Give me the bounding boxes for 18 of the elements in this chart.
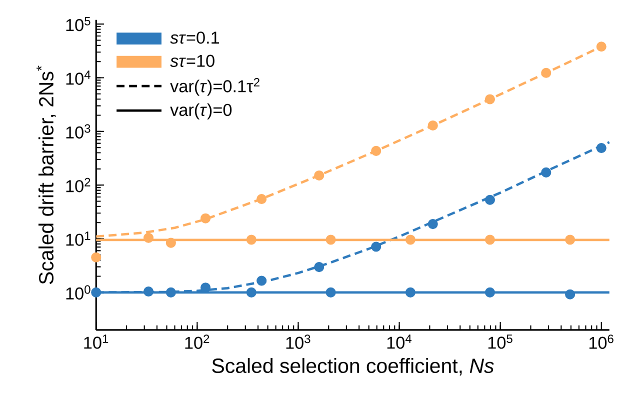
x-tick-label: 10$^{6}$ <box>589 334 614 349</box>
y-tick-label: 10$^{0}$ <box>66 285 90 300</box>
x-tick-label: 10$^{4}$ <box>387 334 412 349</box>
x-tick-label: 10$^{3}$ <box>286 334 310 349</box>
x-tick-label: 10$^{2}$ <box>185 334 210 349</box>
y-tick-label: 10$^{2}$ <box>66 178 90 192</box>
x-axis-title: Scaled selection coefficient, Ns <box>212 358 494 376</box>
annotation: var(τ)=0.1τ$^{2}$ <box>170 78 260 96</box>
y-tick-label: 10$^{1}$ <box>66 232 90 246</box>
y-tick-label: 10$^{5}$ <box>66 16 90 32</box>
annotation: var(τ)=0 <box>170 103 232 120</box>
y-tick-label: 10$^{4}$ <box>66 70 90 85</box>
legend-label: sτ=0.1 <box>170 31 220 44</box>
x-tick-label: 10$^{1}$ <box>84 334 108 349</box>
x-tick-label: 10$^{5}$ <box>488 334 512 349</box>
y-tick-label: 10$^{3}$ <box>66 124 90 138</box>
legend-label: sτ=10 <box>170 54 214 67</box>
y-axis-title: Scaled drift barrier, 2Ns$^{*}$ <box>36 66 56 284</box>
